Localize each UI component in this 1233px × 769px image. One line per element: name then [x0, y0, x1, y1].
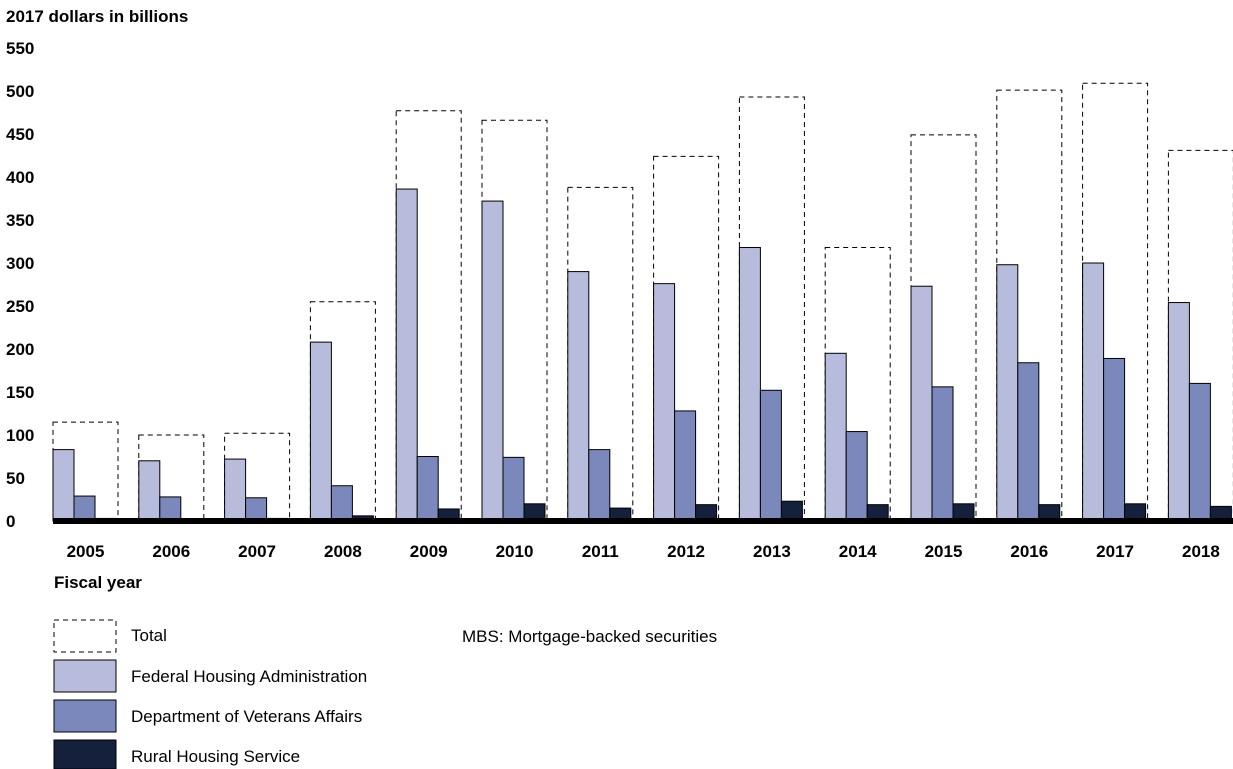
x-tick-label: 2009	[410, 542, 448, 561]
legend-label-total: Total	[131, 626, 167, 645]
bar-fha-2013	[738, 247, 761, 522]
x-tick-label: 2016	[1010, 542, 1048, 561]
legend-swatch-total	[53, 619, 117, 653]
bar-fha-2015	[910, 285, 933, 522]
legend-swatch-va	[53, 699, 117, 733]
x-axis-label: Fiscal year	[54, 573, 142, 592]
y-tick-label: 450	[6, 125, 34, 144]
bar-fha-2008	[309, 341, 332, 522]
bars	[52, 188, 1232, 522]
x-tick-label: 2017	[1096, 542, 1134, 561]
legend-item-fha: Federal Housing Administration	[53, 659, 367, 693]
legend-item-total: Total	[53, 619, 167, 653]
x-tick-label: 2015	[925, 542, 963, 561]
bar-va-2012	[674, 410, 697, 522]
bar-fha-2005	[52, 449, 75, 522]
x-tick-label: 2011	[582, 542, 619, 561]
legend-item-rhs: Rural Housing Service	[53, 739, 300, 769]
legend-label-va: Department of Veterans Affairs	[131, 707, 362, 726]
y-tick-label: 300	[6, 254, 34, 273]
y-axis-ticks: 0 50 100 150 200 250 300 350 400 450 500 550	[6, 39, 34, 531]
bar-va-2014	[845, 431, 868, 522]
y-tick-label: 50	[6, 469, 25, 488]
bar-fha-2011	[567, 271, 590, 522]
y-tick-label: 250	[6, 297, 34, 316]
bar-fha-2018	[1167, 302, 1190, 522]
bar-va-2011	[588, 449, 611, 522]
y-axis-label: 2017 dollars in billions	[6, 7, 188, 26]
x-tick-label: 2006	[152, 542, 190, 561]
x-axis-ticks: 2005 2006 2007 2008 2009 2010 2011 2012 2013 2014…	[67, 542, 1220, 561]
y-tick-label: 150	[6, 383, 34, 402]
bar-va-2018	[1188, 382, 1211, 522]
bar-fha-2009	[395, 188, 418, 522]
x-tick-label: 2005	[67, 542, 105, 561]
x-tick-label: 2018	[1182, 542, 1220, 561]
bar-va-2010	[502, 456, 525, 522]
legend: Total Federal Housing Administration Dep…	[53, 619, 367, 769]
y-tick-label: 500	[6, 82, 34, 101]
bar-fha-2006	[138, 460, 161, 522]
bar-va-2006	[159, 496, 182, 522]
x-tick-label: 2010	[496, 542, 534, 561]
bar-va-2016	[1017, 362, 1040, 522]
legend-label-rhs: Rural Housing Service	[131, 747, 300, 766]
x-tick-label: 2008	[324, 542, 362, 561]
total-outlines	[52, 82, 1233, 522]
x-tick-label: 2014	[839, 542, 877, 561]
bar-va-2017	[1103, 357, 1126, 522]
bar-fha-2007	[224, 458, 247, 522]
x-tick-label: 2007	[238, 542, 276, 561]
y-tick-label: 550	[6, 39, 34, 58]
bar-va-2008	[330, 485, 353, 522]
bar-va-2009	[416, 456, 439, 522]
bar-fha-2016	[996, 264, 1019, 522]
y-tick-label: 0	[6, 512, 15, 531]
x-axis-line	[53, 518, 1233, 524]
bar-fha-2012	[653, 283, 676, 522]
y-tick-label: 350	[6, 211, 34, 230]
bar-va-2007	[245, 497, 268, 522]
bar-va-2015	[931, 386, 954, 522]
legend-label-fha: Federal Housing Administration	[131, 667, 367, 686]
bar-va-2005	[73, 495, 96, 522]
legend-item-va: Department of Veterans Affairs	[53, 699, 362, 733]
bar-fha-2017	[1082, 262, 1105, 522]
y-tick-label: 200	[6, 340, 34, 359]
legend-swatch-fha	[53, 659, 117, 693]
x-tick-label: 2012	[667, 542, 705, 561]
bar-fha-2014	[824, 352, 847, 522]
x-tick-label: 2013	[753, 542, 791, 561]
y-tick-label: 400	[6, 168, 34, 187]
footnote: MBS: Mortgage-backed securities	[462, 627, 717, 646]
y-tick-label: 100	[6, 426, 34, 445]
legend-swatch-rhs	[53, 739, 117, 769]
bar-fha-2010	[481, 200, 504, 522]
bar-va-2013	[759, 389, 782, 522]
